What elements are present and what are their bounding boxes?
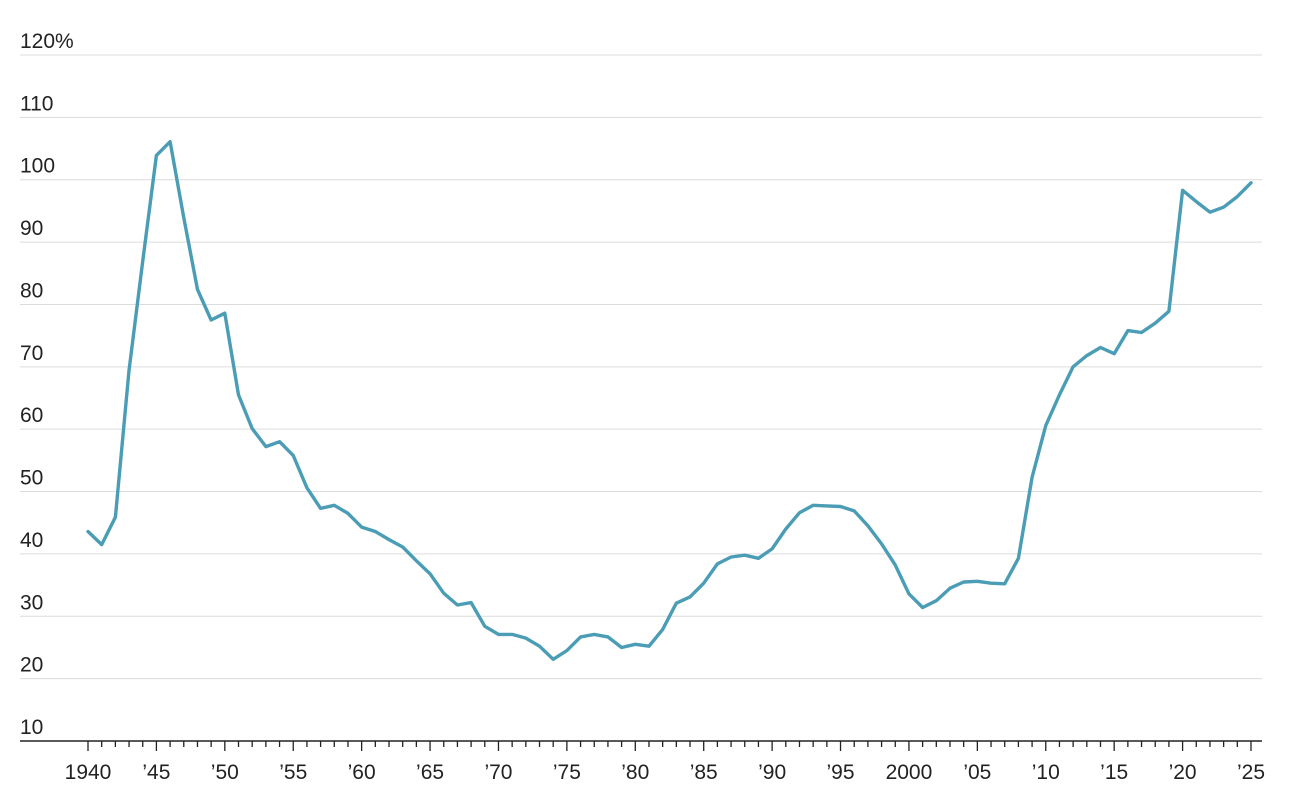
y-tick-label: 70: [20, 342, 43, 365]
gridlines: [20, 54, 1262, 680]
x-tick-label: ’95: [827, 761, 855, 784]
x-axis-labels: 1940 ’45 ’50 ’55 ’60 ’65 ’70 ’75 ’80 ’85 ’90 ’95 200…: [65, 761, 1265, 784]
x-tick-label: ’90: [758, 761, 786, 784]
x-tick-label: ’10: [1032, 761, 1060, 784]
series-line-0: [86, 139, 1253, 661]
y-tick-label: 60: [20, 404, 43, 427]
y-tick-label: 40: [20, 529, 43, 552]
y-tick-label: 120%: [20, 30, 74, 53]
series-layer: [86, 139, 1253, 661]
x-tick-label: ’20: [1169, 761, 1197, 784]
y-tick-label: 10: [20, 716, 43, 739]
x-tick-label: ’15: [1100, 761, 1128, 784]
y-tick-label: 30: [20, 591, 43, 614]
x-tick-label: ’55: [279, 761, 307, 784]
x-tick-label: ’80: [621, 761, 649, 784]
x-tick-label: ’50: [211, 761, 239, 784]
x-tick-label: ’75: [553, 761, 581, 784]
y-tick-label: 90: [20, 217, 43, 240]
x-axis-ticks: [87, 741, 1252, 751]
x-tick-label: ’45: [142, 761, 170, 784]
x-tick-label: ’65: [416, 761, 444, 784]
x-tick-label: ’85: [690, 761, 718, 784]
x-tick-label: 1940: [65, 761, 112, 784]
y-tick-label: 110: [20, 92, 53, 115]
y-tick-label: 50: [20, 467, 43, 490]
x-tick-label: ’70: [484, 761, 512, 784]
y-tick-label: 100: [20, 155, 55, 178]
x-tick-label: ’25: [1237, 761, 1265, 784]
x-tick-label: ’05: [963, 761, 991, 784]
y-tick-label: 80: [20, 279, 43, 302]
x-tick-label: ’60: [348, 761, 376, 784]
y-tick-label: 20: [20, 654, 43, 677]
x-tick-label: 2000: [886, 761, 933, 784]
y-axis-labels: 120% 110 100 90 80 70 60 50 40 30 20 10: [20, 30, 74, 739]
